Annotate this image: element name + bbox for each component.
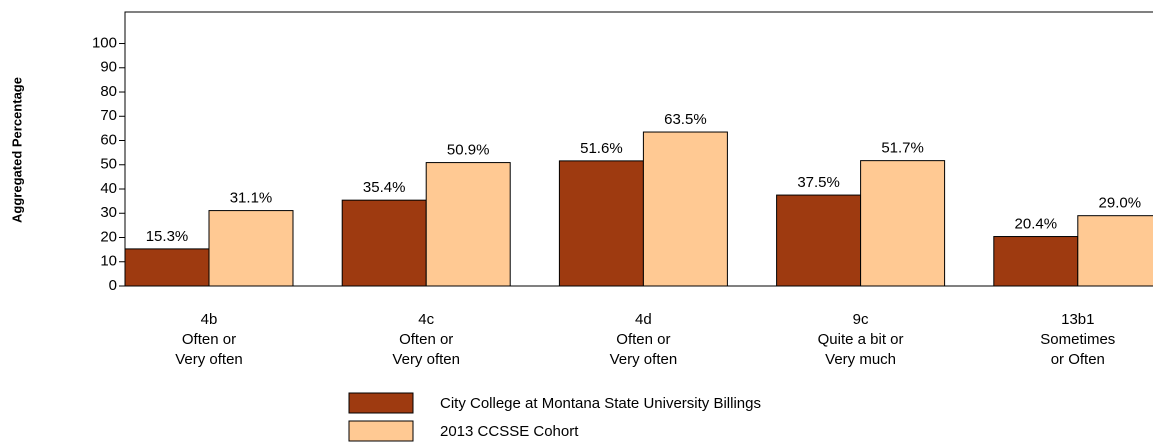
x-tick-label: Sometimes <box>1040 331 1115 348</box>
bar <box>208 210 294 287</box>
value-label: 51.6% <box>580 140 623 157</box>
y-tick-label: 70 <box>100 107 117 124</box>
bar <box>860 160 946 287</box>
x-tick-label: Very often <box>392 351 460 368</box>
legend-swatch <box>348 420 414 442</box>
bar <box>642 131 728 287</box>
value-label: 20.4% <box>1015 216 1058 233</box>
value-label: 50.9% <box>447 142 490 159</box>
value-label: 63.5% <box>664 111 707 128</box>
x-tick-label: Often or <box>399 331 453 348</box>
bar <box>558 160 644 287</box>
y-tick-label: 30 <box>100 204 117 221</box>
x-tick-label: 4d <box>635 311 652 328</box>
y-axis-title: Aggregated Percentage <box>9 77 24 223</box>
value-label: 31.1% <box>230 190 273 207</box>
y-tick-label: 40 <box>100 180 117 197</box>
x-tick-label: Very often <box>175 351 243 368</box>
x-tick-label: Quite a bit or <box>818 331 904 348</box>
y-tick-label: 0 <box>109 277 117 294</box>
bar <box>425 162 511 287</box>
legend-label: City College at Montana State University… <box>440 395 761 412</box>
y-tick-label: 50 <box>100 156 117 173</box>
x-tick-label: Often or <box>182 331 236 348</box>
x-tick-label: 9c <box>853 311 869 328</box>
x-tick-label: Very much <box>825 351 896 368</box>
x-tick-label: or Often <box>1051 351 1105 368</box>
bar <box>1077 215 1153 287</box>
bar <box>341 199 427 287</box>
legend-label: 2013 CCSSE Cohort <box>440 423 579 440</box>
x-tick-label: 4c <box>418 311 434 328</box>
x-tick-label: 13b1 <box>1061 311 1094 328</box>
bar <box>993 236 1079 287</box>
value-label: 29.0% <box>1099 195 1142 212</box>
value-label: 37.5% <box>797 174 840 191</box>
y-tick-label: 90 <box>100 59 117 76</box>
value-label: 15.3% <box>146 228 189 245</box>
legend-swatch <box>348 392 414 414</box>
x-tick-label: Very often <box>610 351 678 368</box>
value-label: 35.4% <box>363 179 406 196</box>
y-tick-label: 20 <box>100 228 117 245</box>
bar <box>124 248 210 287</box>
value-label: 51.7% <box>881 140 924 157</box>
y-tick-label: 100 <box>92 34 117 51</box>
x-tick-label: 4b <box>201 311 218 328</box>
y-tick-label: 10 <box>100 253 117 270</box>
x-tick-label: Often or <box>616 331 670 348</box>
bar <box>776 194 862 287</box>
y-tick-label: 80 <box>100 83 117 100</box>
y-tick-label: 60 <box>100 131 117 148</box>
